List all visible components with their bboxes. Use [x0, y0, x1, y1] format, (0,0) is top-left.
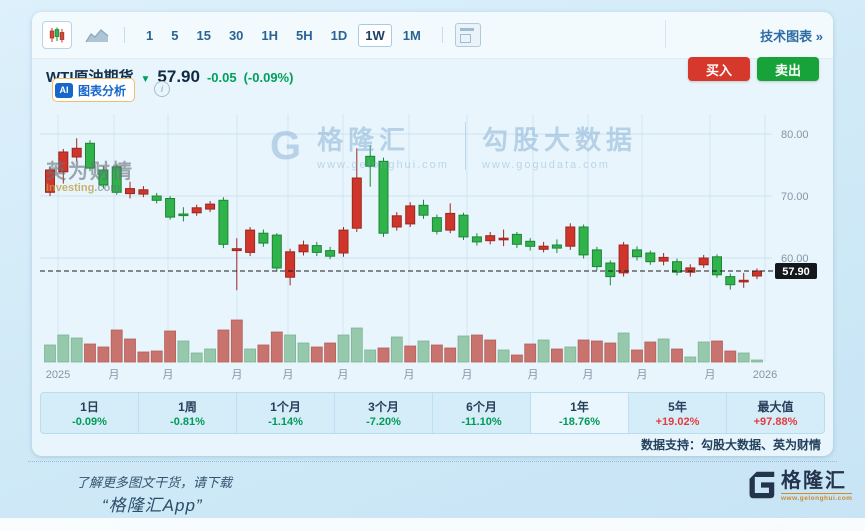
svg-text:月: 月 [109, 369, 120, 381]
gelonghui-logo: 格隆汇 www.gelonghui.com 格隆汇 www.gelonghui.… [746, 470, 853, 531]
performance-value: +19.02% [655, 416, 700, 428]
last-price: 57.90 [157, 67, 200, 86]
sell-button[interactable]: 卖出 [757, 57, 819, 81]
price-change: -0.05 [206, 70, 237, 85]
footer-promo-line2: “格隆汇App” [102, 496, 203, 515]
performance-cell-3个月[interactable]: 3个月 -7.20% [335, 393, 433, 433]
price-chart-area[interactable]: 80.00 70.00 60.00 57.90 2025 月 月 月 月 月 月 月 月 月 月 月 2026 [40, 108, 825, 392]
performance-value: -11.10% [461, 416, 502, 428]
dotted-separator [28, 461, 837, 462]
svg-text:月: 月 [462, 369, 473, 381]
performance-label: 6个月 [466, 400, 497, 414]
svg-text:70.00: 70.00 [781, 191, 809, 203]
gelonghui-logo-text: 格隆汇 www.gelonghui.com [781, 470, 853, 502]
timeframe-row: 1 5 15 30 1H 5H 1D 1W 1M [137, 23, 430, 47]
timeframe-button-5H[interactable]: 5H [296, 27, 313, 43]
timeframe-button-1W[interactable]: 1W [358, 23, 392, 47]
svg-text:月: 月 [283, 369, 294, 381]
toolbar: 1 5 15 30 1H 5H 1D 1W 1M 技术图表 » [42, 20, 823, 50]
performance-cell-1年[interactable]: 1年 -18.76% [531, 393, 629, 433]
svg-text:月: 月 [232, 369, 243, 381]
gelonghui-g-icon [749, 471, 775, 499]
indicator-panel-button[interactable] [454, 23, 481, 47]
performance-value: -7.20% [366, 416, 401, 428]
gelonghui-logo-mark: 格隆汇 www.gelonghui.com [746, 470, 853, 502]
performance-value: -0.09% [72, 416, 107, 428]
svg-text:月: 月 [338, 369, 349, 381]
candlestick-icon [49, 27, 65, 43]
performance-cell-1周[interactable]: 1周 -0.81% [139, 393, 237, 433]
svg-text:2026: 2026 [753, 369, 777, 381]
performance-cell-最大值[interactable]: 最大值 +97.88% [727, 393, 824, 433]
performance-label: 5年 [668, 400, 687, 414]
performance-label: 1周 [178, 400, 197, 414]
toolbar-divider-right [665, 20, 666, 48]
ai-badge-icon: AI [55, 82, 73, 98]
svg-text:月: 月 [583, 369, 594, 381]
svg-text:80.00: 80.00 [781, 129, 809, 141]
svg-text:2025: 2025 [46, 369, 70, 381]
performance-cell-1日[interactable]: 1日 -0.09% [41, 393, 139, 433]
performance-label: 1个月 [270, 400, 301, 414]
performance-cell-1个月[interactable]: 1个月 -1.14% [237, 393, 335, 433]
timeframe-button-1D[interactable]: 1D [330, 27, 348, 43]
footer-promo-line1: 了解更多图文干货，请下载 [76, 475, 233, 490]
bottom-white-strip [0, 518, 865, 531]
timeframe-button-5[interactable]: 5 [171, 27, 179, 43]
ai-chart-analysis-button[interactable]: AI 图表分析 [52, 78, 136, 102]
area-chart-type-button[interactable] [82, 22, 112, 48]
timeframe-button-15[interactable]: 15 [196, 27, 211, 43]
svg-text:月: 月 [163, 369, 174, 381]
buy-button[interactable]: 买入 [688, 57, 750, 81]
price-down-arrow-icon: ▼ [140, 74, 151, 85]
svg-text:60.00: 60.00 [781, 253, 809, 265]
performance-cell-5年[interactable]: 5年 +19.02% [629, 393, 727, 433]
performance-value: -1.14% [268, 416, 303, 428]
toolbar-separator [124, 27, 125, 43]
performance-value: +97.88% [753, 416, 798, 428]
timeframe-button-1H[interactable]: 1H [261, 27, 279, 43]
performance-label: 1年 [570, 400, 589, 414]
svg-text:月: 月 [637, 369, 648, 381]
performance-label: 最大值 [757, 400, 794, 414]
info-icon[interactable]: i [154, 81, 170, 97]
timeframe-button-30[interactable]: 30 [228, 27, 244, 43]
candlestick-chart-type-button[interactable] [42, 21, 72, 49]
timeframe-button-1[interactable]: 1 [146, 27, 154, 43]
timeframe-button-1M[interactable]: 1M [402, 27, 421, 43]
svg-text:月: 月 [705, 369, 716, 381]
price-change-pct: (-0.09%) [243, 70, 294, 85]
performance-label: 3个月 [368, 400, 399, 414]
performance-value: -0.81% [170, 416, 205, 428]
toolbar-strip [32, 12, 833, 59]
data-support-note: 数据支持：勾股大数据、英为财情 [640, 438, 821, 452]
toolbar-separator-2 [441, 27, 443, 43]
svg-text:月: 月 [528, 369, 539, 381]
svg-text:月: 月 [404, 369, 415, 381]
svg-text:57.90: 57.90 [782, 266, 810, 278]
performance-label: 1日 [80, 400, 99, 414]
tech-chart-link[interactable]: 技术图表 » [760, 28, 823, 44]
area-chart-icon [85, 29, 109, 43]
quote-row: WTI原油期货 ▼ 57.90 -0.05 (-0.09%) [46, 66, 293, 87]
ai-analysis-label: 图表分析 [78, 83, 127, 98]
performance-value: -18.76% [559, 416, 600, 428]
performance-tab-strip: 1日 -0.09% 1周 -0.81% 1个月 -1.14% 3个月 -7.20% 6个月 -11… [40, 392, 825, 434]
performance-cell-6个月[interactable]: 6个月 -11.10% [433, 393, 531, 433]
